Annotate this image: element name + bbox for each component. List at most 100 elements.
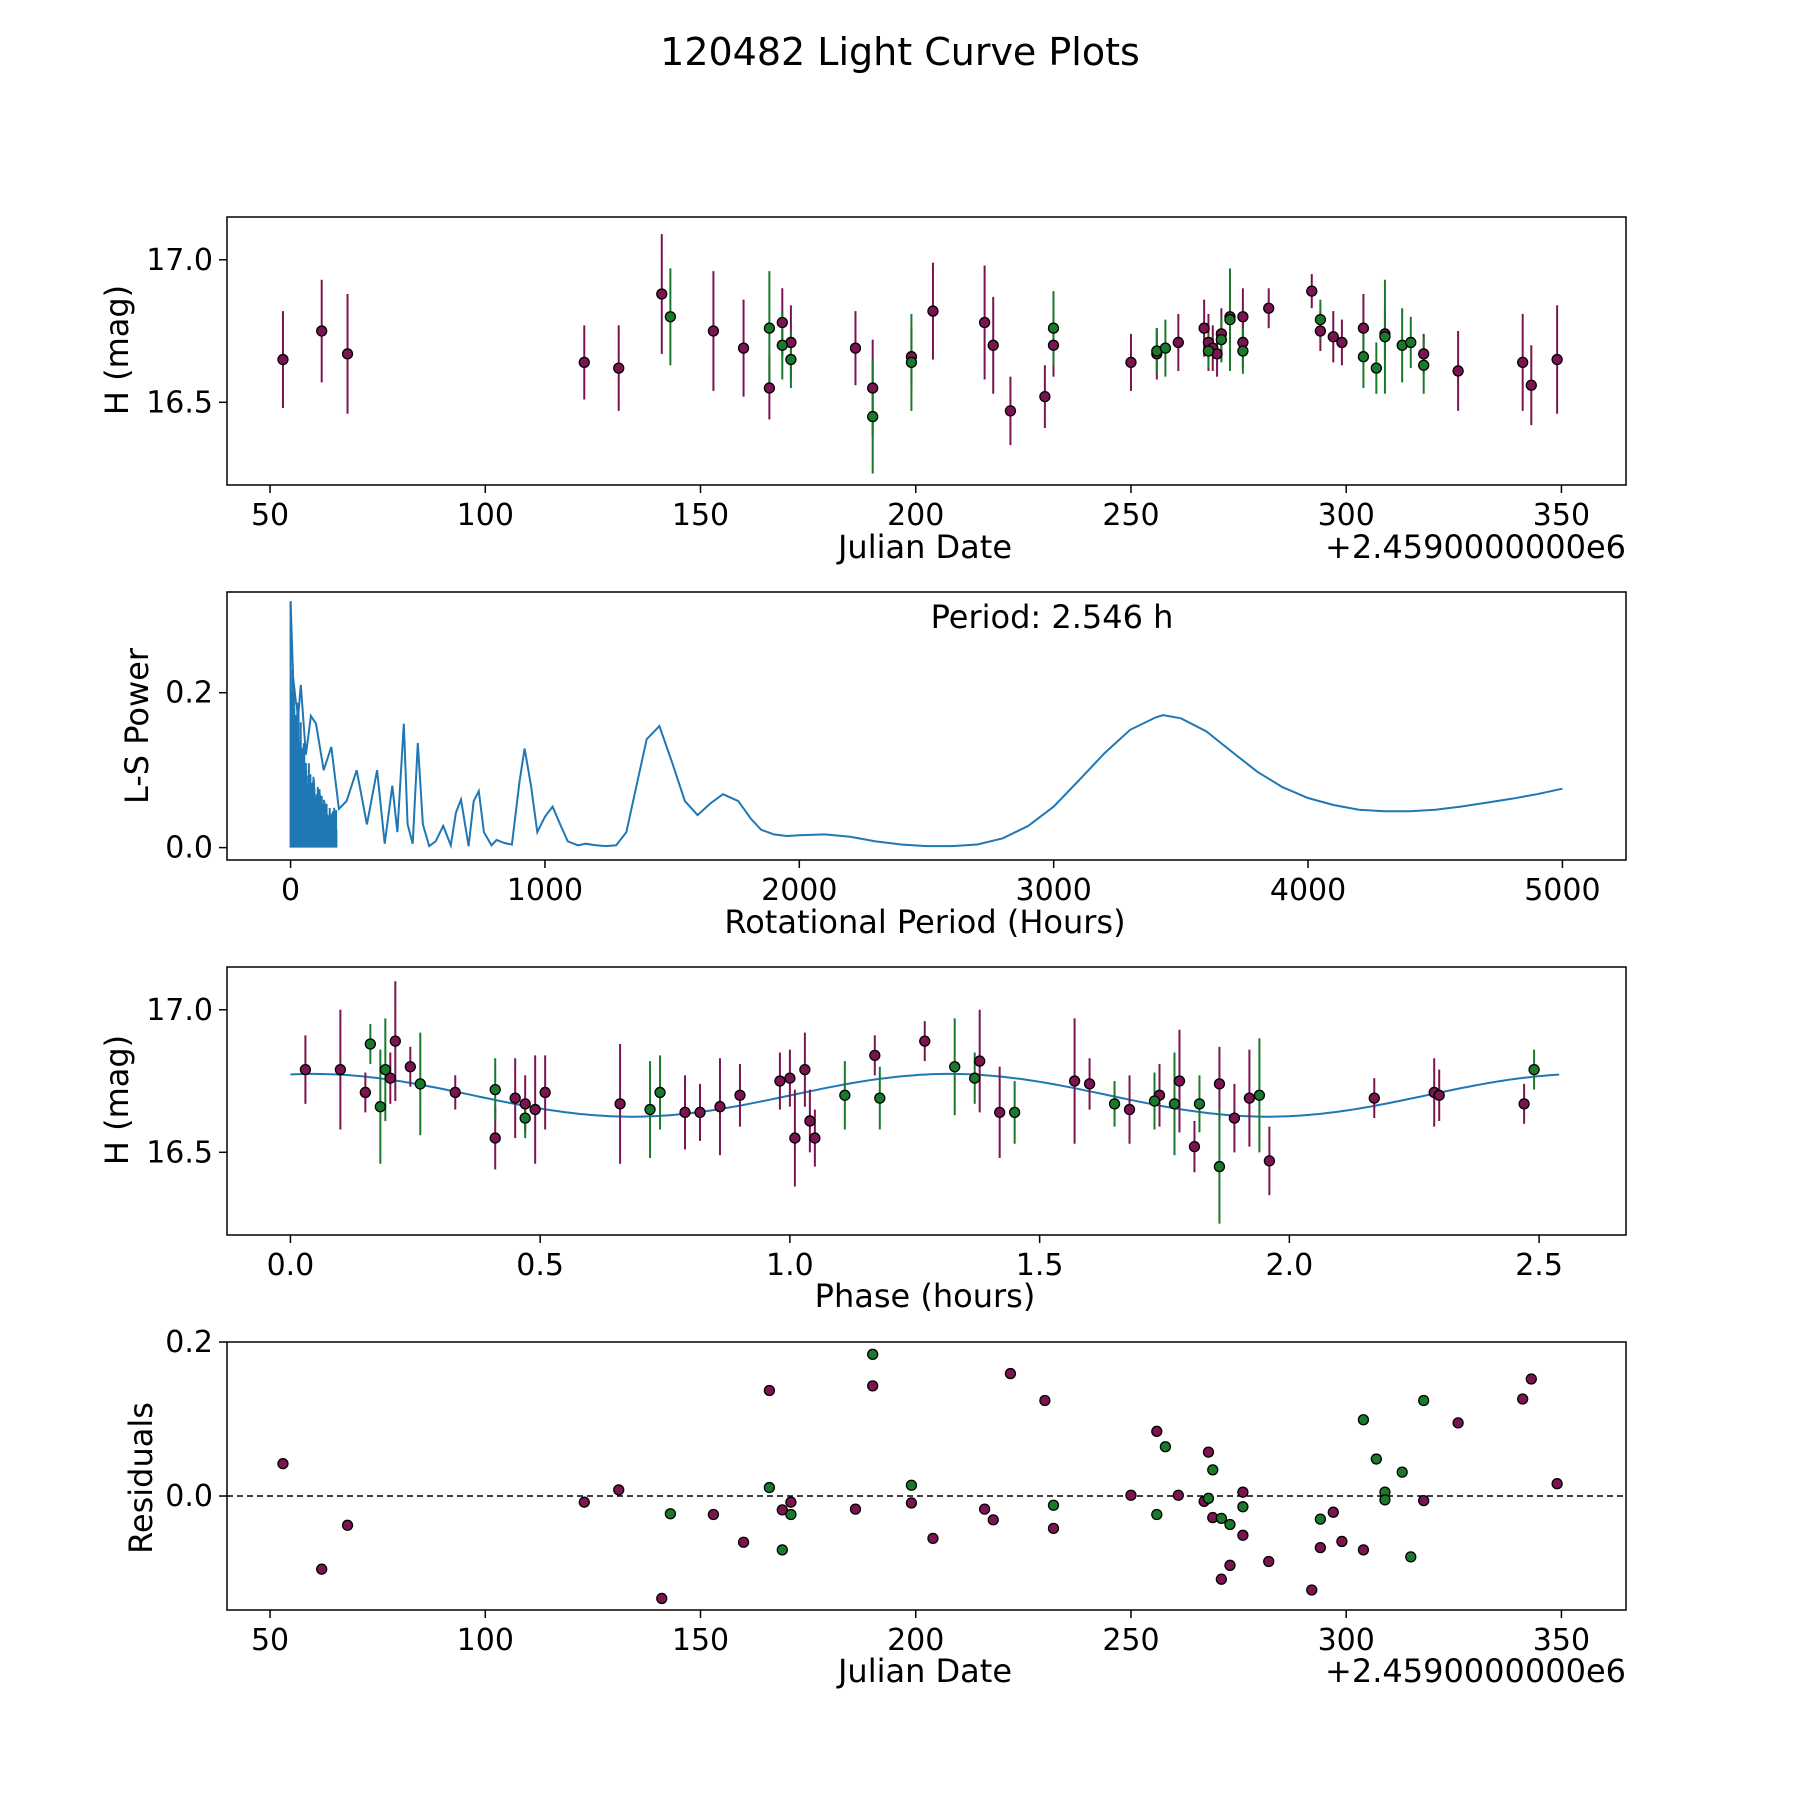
phased-point [734, 1089, 746, 1101]
phased-point [949, 1061, 961, 1073]
phased-point [774, 1075, 786, 1087]
phased-point [974, 1055, 986, 1067]
phased-point [969, 1072, 981, 1084]
phased-point [1193, 1098, 1206, 1110]
phased-point [1123, 1103, 1136, 1116]
phased-point [1168, 1098, 1181, 1110]
phased-point [519, 1112, 531, 1124]
phased-model-curve [290, 1072, 1560, 1118]
lightcurve-point [867, 410, 879, 423]
phased-point [519, 1098, 531, 1110]
lightcurve-xtick-label: 100 [457, 498, 514, 533]
residuals-marks [227, 1348, 1626, 1605]
residuals-offset-label: +2.4590000000e6 [1325, 1652, 1626, 1690]
lightcurve-ytick-label: 16.5 [146, 385, 213, 420]
lightcurve-point [664, 311, 677, 323]
periodogram-xlabel: Rotational Period (Hours) [724, 903, 1125, 941]
lightcurve-offset-label: +2.4590000000e6 [1325, 528, 1626, 566]
lightcurve-point [277, 353, 289, 366]
lightcurve-ytick-label: 17.0 [146, 243, 213, 278]
lightcurve-point [1418, 359, 1430, 371]
residuals-point [1047, 1499, 1060, 1511]
residuals-point [978, 1503, 991, 1515]
residuals-point [707, 1508, 720, 1521]
residuals-point [1336, 1535, 1348, 1548]
phased-point [1243, 1092, 1256, 1104]
residuals-point [1370, 1453, 1382, 1465]
residuals-xlabel: Julian Date [836, 1652, 1012, 1690]
phased-point [839, 1089, 851, 1101]
phased-point [644, 1103, 656, 1116]
residuals-point [1151, 1425, 1163, 1437]
lightcurve-point [1237, 311, 1249, 323]
phased-point [1083, 1078, 1096, 1090]
phased-point [714, 1101, 726, 1113]
residuals-point [1039, 1394, 1051, 1407]
periodogram-power-line [289, 601, 1563, 850]
phased-xtick-label: 1.5 [1016, 1248, 1064, 1283]
lightcurve-xtick-label: 350 [1533, 498, 1590, 533]
lightcurve-point [1357, 351, 1370, 363]
residuals-ytick-label: 0.2 [165, 1325, 213, 1360]
lightcurve-point [1237, 345, 1249, 357]
phased-point [1253, 1089, 1266, 1101]
lightcurve-point [785, 353, 797, 366]
phased-point [809, 1132, 821, 1144]
phased-point [509, 1092, 521, 1104]
lightcurve-xtick-label: 200 [887, 498, 944, 533]
phased-point [1009, 1106, 1021, 1119]
phased-point [539, 1086, 551, 1099]
residuals-point [1224, 1559, 1236, 1571]
periodogram-xtick-label: 4000 [1270, 873, 1346, 908]
residuals-xtick-label: 350 [1533, 1623, 1590, 1658]
periodogram-xtick-label: 3000 [1016, 873, 1092, 908]
phased-point [364, 1038, 376, 1050]
phased-xtick-label: 0.0 [267, 1248, 315, 1283]
lightcurve-xtick-label: 250 [1102, 498, 1159, 533]
residuals-point [785, 1508, 797, 1521]
residuals-point [763, 1384, 776, 1397]
residuals-axes-frame [226, 1341, 1627, 1611]
residuals-point [1207, 1464, 1219, 1476]
residuals-xtick-label: 300 [1318, 1623, 1375, 1658]
residuals-point [1237, 1501, 1249, 1513]
residuals-point [1314, 1513, 1327, 1525]
residuals-point [1172, 1489, 1184, 1501]
residuals-point [1357, 1414, 1370, 1426]
residuals-point [1004, 1367, 1017, 1380]
phased-point [1188, 1140, 1201, 1153]
lightcurve-point [1379, 331, 1391, 343]
phased-xlabel: Phase (hours) [815, 1277, 1036, 1315]
residuals-point [1357, 1544, 1370, 1556]
residuals-point [1202, 1446, 1215, 1458]
phased-point [804, 1115, 816, 1127]
phased-point [614, 1098, 626, 1110]
phased-xtick-label: 2.0 [1266, 1248, 1314, 1283]
residuals-point [785, 1496, 797, 1508]
phased-point [379, 1063, 391, 1076]
phased-point [1213, 1078, 1226, 1090]
phased-point [1433, 1089, 1445, 1101]
lightcurve-marks [277, 234, 1563, 474]
lightcurve-point [1047, 339, 1060, 351]
residuals-point [316, 1563, 328, 1575]
phased-panel: Phase (hours) H (mag) [98, 1035, 1035, 1315]
lightcurve-point [1263, 302, 1275, 314]
lightcurve-point [316, 325, 328, 337]
phased-point [874, 1092, 886, 1104]
phased-point [994, 1106, 1006, 1119]
residuals-point [613, 1484, 625, 1496]
residuals-point [867, 1348, 879, 1360]
periodogram-ytick-label: 0.0 [165, 831, 213, 866]
lightcurve-point [1306, 285, 1318, 297]
lightcurve-xlabel: Julian Date [836, 528, 1012, 566]
residuals-point [987, 1514, 999, 1526]
residuals-point [1327, 1506, 1339, 1518]
residuals-point [763, 1481, 776, 1494]
phased-point [1518, 1098, 1530, 1110]
lightcurve-xtick-label: 300 [1318, 498, 1375, 533]
phased-axes-frame [226, 966, 1627, 1236]
lightcurve-point [1198, 322, 1210, 334]
lightcurve-point [978, 316, 991, 329]
residuals-point [1151, 1508, 1163, 1521]
